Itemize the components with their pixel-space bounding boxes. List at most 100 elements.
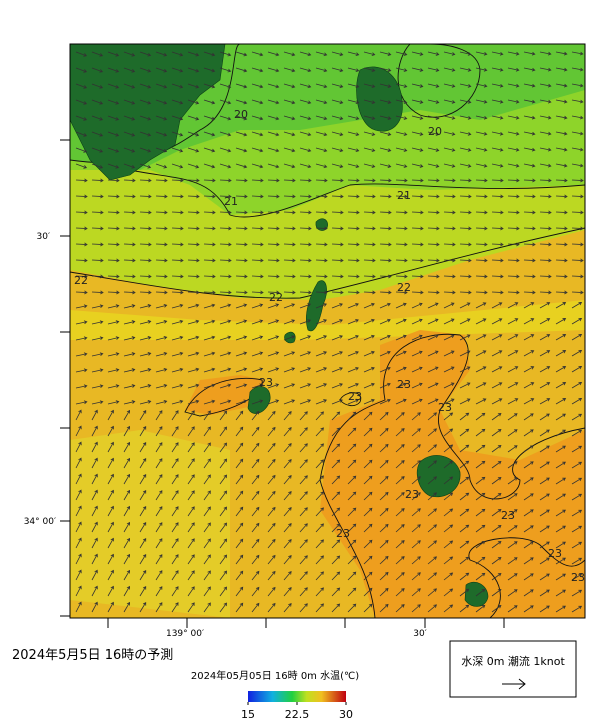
arrow [155,367,168,373]
arrow [347,274,360,279]
arrow [155,67,168,73]
lat-label: 34° 00′ [24,517,56,527]
arrow [555,557,566,565]
arrow [475,508,486,517]
arrow [539,83,552,88]
arrow [411,428,421,437]
arrow [187,554,195,565]
arrow [443,258,456,263]
arrow [139,304,152,309]
arrow [171,194,184,199]
arrow [155,226,168,231]
arrow [523,67,536,72]
arrow [331,115,344,121]
arrow [75,163,88,169]
arrow [459,524,470,533]
arrow [571,51,584,56]
arrow [107,99,120,105]
arrow [395,540,405,549]
arrow [411,131,424,136]
arrow [123,290,136,295]
arrow [107,441,114,453]
arrow [363,459,373,469]
arrow [523,178,536,183]
arrow [395,290,408,295]
arrow [139,163,152,169]
arrow [299,539,308,549]
arrow [459,83,472,88]
contour-label: 23 [438,401,452,414]
arrow [283,523,292,533]
arrow [283,83,296,89]
arrow [171,351,184,357]
arrow [475,588,486,597]
arrow [283,443,292,453]
arrow [139,368,152,373]
arrow [123,537,131,549]
arrow [91,473,98,485]
arrow [219,442,228,453]
arrow [203,410,211,421]
arrow [219,490,228,501]
arrow [571,178,584,183]
arrow [155,522,163,533]
arrow [171,131,184,137]
arrow [459,412,470,421]
arrow [475,398,487,405]
arrow [235,274,248,279]
arrow [379,587,389,597]
arrow [123,226,136,231]
arrow [267,178,280,183]
contour-label: 23 [405,488,419,501]
arrow [523,525,534,533]
arrow [331,83,344,89]
arrow [267,99,280,105]
arrow [443,83,456,88]
arrow [395,382,407,389]
arrow [347,51,360,57]
arrow [459,99,472,104]
arrow [411,83,424,88]
arrow [347,99,360,105]
arrow [283,507,292,517]
arrow [235,474,244,485]
arrow [507,131,520,136]
arrow [251,490,260,501]
arrow [395,163,408,168]
arrow [75,147,88,153]
arrow [555,477,566,485]
arrow [251,586,260,597]
arrow [347,194,360,199]
arrow [491,147,504,152]
arrow [187,506,195,517]
arrow [491,413,502,421]
arrow [91,384,104,389]
arrow [235,131,248,137]
arrow [267,522,276,533]
arrow [139,147,152,153]
arrow [555,541,566,549]
arrow [395,604,405,613]
arrow [475,210,488,215]
arrow [555,573,566,581]
arrow [363,555,373,565]
arrow [283,587,292,597]
arrow [475,604,486,613]
arrow [107,178,120,183]
arrow [571,115,584,120]
arrow [443,366,455,373]
arrow [523,350,535,357]
arrow [379,274,392,279]
arrow [523,302,535,309]
arrow [283,459,292,469]
arrow [395,588,405,597]
arrow [315,258,328,263]
arrow [107,258,120,263]
arrow [379,226,392,231]
arrow [75,274,88,279]
arrow [491,210,504,215]
arrow [507,334,519,341]
arrow [571,274,584,279]
arrow [235,178,248,183]
arrow [315,427,324,437]
